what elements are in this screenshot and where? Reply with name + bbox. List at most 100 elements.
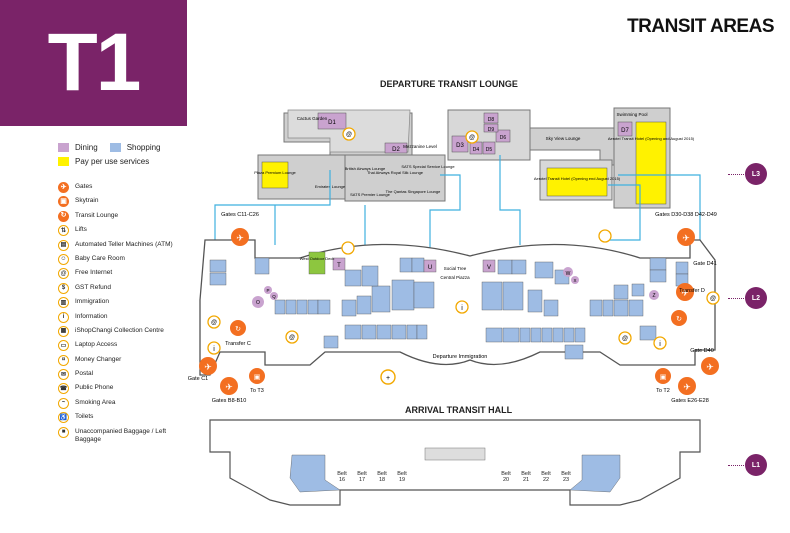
atm-icon: ▤: [58, 239, 69, 251]
legend-swatch-row: Dining Shopping: [58, 140, 161, 154]
gate-markers: ✈ ✈ ✈ ✈ ✈ ✈ ✈ ▣ ▣ ↻ ↻ + i @ @ @ @ @ @ i …: [199, 127, 720, 395]
pay-per-use-label: Pay per use services: [75, 156, 150, 166]
dining-d9: D9: [488, 127, 495, 133]
svg-text:✈: ✈: [681, 288, 689, 298]
gate-d41-label: Gate D41: [693, 261, 717, 267]
svg-text:i: i: [213, 346, 215, 353]
legend-item-baby-care: ☺ Baby Care Room: [58, 253, 188, 269]
phone-icon: ☎: [58, 383, 69, 395]
belt-label: Belt 16: [337, 471, 347, 483]
baby-care-icon: ☺: [58, 253, 69, 265]
plaza-premium-label: Plaza Premium Lounge: [254, 170, 296, 175]
level-l3-marker[interactable]: L3: [745, 163, 767, 185]
legend-item-lifts: ⇅ Lifts: [58, 225, 188, 240]
social-tree-label: Social Tree: [444, 266, 467, 271]
belts-left: Belt 16 Belt 17 Belt 18 Belt 19: [334, 471, 410, 483]
svg-text:@: @: [622, 336, 628, 342]
lift-icon: ⇅: [58, 225, 69, 237]
svg-text:✈: ✈: [706, 362, 714, 372]
aerotel-right-label: Aerotel Transit Hotel (Opening end Augus…: [534, 176, 621, 181]
dining-q: Q: [272, 294, 276, 299]
terminal-badge: T1: [0, 0, 187, 126]
dining-d7: D7: [621, 128, 629, 134]
dining-d2: D2: [392, 147, 400, 153]
svg-text:✈: ✈: [683, 382, 691, 392]
dining-d4: D4: [473, 147, 480, 153]
dining-markers: T U V W X O P Q Z: [252, 257, 659, 308]
belt-label: Belt 20: [501, 471, 511, 483]
belt-label: Belt 19: [397, 471, 407, 483]
central-piazza-label: Central Piazza: [440, 275, 470, 280]
west-deck-label: West Outdoor Deck: [300, 256, 335, 261]
sky-view-label: Sky View Lounge: [546, 136, 581, 141]
qantas-label: The Qantas Singapore Lounge: [386, 189, 441, 194]
gate-d30-d49-label: Gates D30-D38 D42-D49: [655, 212, 717, 218]
belt-label: Belt 17: [357, 471, 367, 483]
legend-item-gst: $ GST Refund: [58, 282, 188, 298]
level1-arrival-hall: [209, 419, 701, 506]
gate-b8-b10-label: Gates B8-B10: [212, 398, 247, 404]
transit-lounge-icon: ↻: [58, 210, 69, 222]
dining-d8: D8: [488, 117, 495, 123]
dining-label: Dining: [75, 142, 98, 152]
svg-text:@: @: [346, 132, 352, 138]
legend-item-atm: ▤ Automated Teller Machines (ATM): [58, 239, 188, 255]
level-l2-dots: [728, 298, 744, 299]
aerotel-l3-label: Aerotel Transit Hotel (Opening and Augus…: [608, 136, 695, 141]
cactus-garden-label: Cactus Garden: [297, 116, 328, 121]
skytrain-icon: ▣: [58, 196, 69, 208]
level-l2-marker[interactable]: L2: [745, 287, 767, 309]
svg-text:@: @: [289, 335, 295, 341]
ishopchangi-icon: ▦: [58, 325, 69, 337]
sats-premier-label: SATS Premier Lounge: [350, 192, 390, 197]
smoking-icon: ~: [58, 397, 69, 409]
gst-refund-icon: $: [58, 282, 69, 294]
level3-area: D1 D2 D3 D4 D5 D6 D7 D8 D9 Cactus Garden…: [254, 107, 695, 209]
gate-c11-c26-label: Gates C11-C26: [221, 212, 259, 218]
mezzanine-label: Mezzanine Level: [403, 144, 437, 149]
level-l1-marker[interactable]: L1: [745, 454, 767, 476]
page-title: TRANSIT AREAS: [627, 16, 774, 37]
sats-special-label: SATS Special Service Lounge: [401, 164, 455, 169]
belt-label: Belt 21: [521, 471, 531, 483]
laptop-icon: ▭: [58, 340, 69, 352]
legend-item-ishopchangi: ▦ iShopChangi Collection Centre: [58, 325, 188, 341]
legend-item-money-changer: ¤ Money Changer: [58, 354, 188, 370]
svg-text:✈: ✈: [225, 382, 233, 392]
legend-item-laptop: ▭ Laptop Access: [58, 340, 188, 355]
level-l3-dots: [728, 174, 744, 175]
belt-label: Belt 23: [561, 471, 571, 483]
belt-label: Belt 22: [541, 471, 551, 483]
gate-c1-label: Gate C1: [188, 376, 208, 382]
information-icon: i: [58, 311, 69, 323]
shopping-label: Shopping: [126, 142, 161, 152]
legend-list: ✈ Gates ▣ Skytrain ↻ Transit Lounge ⇅ Lifts …: [58, 182, 188, 444]
dining-x: X: [573, 278, 576, 283]
dining-t: T: [337, 263, 341, 269]
to-t3-label: To T3: [250, 388, 264, 394]
dining-p: P: [266, 288, 269, 293]
legend-item-internet: @ Free Internet: [58, 268, 188, 283]
svg-text:✈: ✈: [204, 362, 212, 372]
svg-text:i: i: [461, 305, 463, 312]
svg-text:i: i: [659, 341, 661, 348]
legend-item-gates: ✈ Gates: [58, 182, 188, 197]
svg-text:@: @: [469, 135, 475, 141]
dining-v: V: [487, 265, 491, 271]
dining-swatch: [58, 142, 69, 152]
dining-d1: D1: [328, 120, 336, 126]
toilet-icon: ♿: [58, 412, 69, 424]
legend-swatch-row-2: Pay per use services: [58, 154, 161, 168]
transfer-d-label: Transfer D: [679, 288, 705, 294]
svg-text:✈: ✈: [682, 233, 690, 243]
internet-icon: @: [58, 268, 69, 280]
swimming-pool-label: Swimming Pool: [616, 112, 647, 117]
to-t2-label: To T2: [656, 388, 670, 394]
legend-swatches: Dining Shopping Pay per use services: [58, 140, 161, 168]
dining-d6: D6: [500, 135, 507, 141]
gate-e26-e28-label: Gates E26-E28: [671, 398, 709, 404]
terminal-label: T1: [47, 17, 142, 108]
legend-item-postal: ✉ Postal: [58, 369, 188, 384]
departure-immigration-label: Departure Immigration: [433, 354, 488, 360]
